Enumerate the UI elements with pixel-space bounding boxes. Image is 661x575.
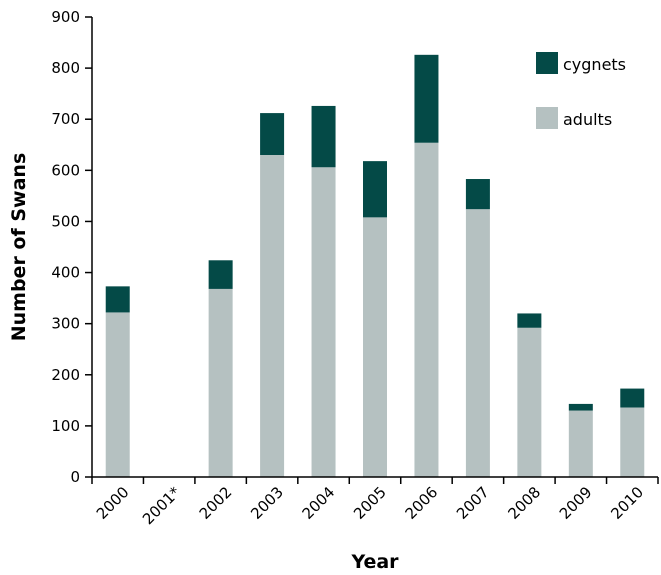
x-tick-label: 2007 [453,483,493,523]
legend-label-cygnets: cygnets [563,55,626,74]
x-tick-label: 2004 [299,483,339,523]
bar-adults-2005 [363,217,387,477]
bar-cygnets-2006 [414,54,439,143]
bar-cygnets-2009 [568,403,593,411]
y-tick-label: 500 [51,212,80,230]
x-tick-label: 2000 [93,483,133,523]
bar-adults-2006 [414,142,439,477]
y-axis-title: Number of Swans [8,153,30,342]
bar-cygnets-2000 [105,286,130,313]
y-tick-label: 800 [51,59,80,77]
bar-adults-2003 [260,155,285,477]
bar-adults-2000 [105,312,130,477]
bar-adults-2007 [465,209,490,477]
bar-cygnets-2007 [465,179,490,210]
y-tick-label: 900 [51,8,80,26]
bars-layer [105,54,645,477]
bar-adults-2004 [311,167,336,477]
x-tick-label: 2006 [402,483,442,523]
y-axis-ticks: 0 100 200 300 400 500 600 700 800 900 [51,8,92,486]
y-tick-label: 600 [51,161,80,179]
y-tick-label: 400 [51,264,80,282]
bar-adults-2002 [208,288,233,477]
x-tick-label: 2005 [350,483,390,523]
x-tick-label: 2003 [247,483,287,523]
bar-cygnets-2008 [517,313,542,328]
bar-adults-2009 [568,410,593,477]
bar-adults-2010 [620,407,645,477]
legend-swatch-cygnets [536,52,558,74]
x-tick-label: 2008 [504,483,544,523]
x-axis-title: Year [350,551,399,573]
bar-cygnets-2010 [620,388,645,408]
legend-label-adults: adults [563,110,612,129]
x-tick-label: 2009 [556,483,596,523]
y-tick-label: 0 [70,468,80,486]
x-axis-ticks: 2000 2001* 2002 2003 2004 2005 2006 2007 2008 200… [91,477,659,528]
legend: cygnets adults [536,52,626,129]
bar-cygnets-2005 [363,161,387,218]
x-tick-label: 2002 [196,483,236,523]
y-tick-label: 300 [51,315,80,333]
bar-adults-2008 [517,327,542,477]
y-tick-label: 100 [51,417,80,435]
y-tick-label: 700 [51,110,80,128]
legend-swatch-adults [536,107,558,129]
y-tick-label: 200 [51,366,80,384]
x-tick-label: 2010 [607,483,647,523]
x-tick-label: 2001* [139,483,184,528]
bar-cygnets-2002 [208,260,233,289]
bar-cygnets-2003 [260,113,285,155]
bar-cygnets-2004 [311,105,336,168]
